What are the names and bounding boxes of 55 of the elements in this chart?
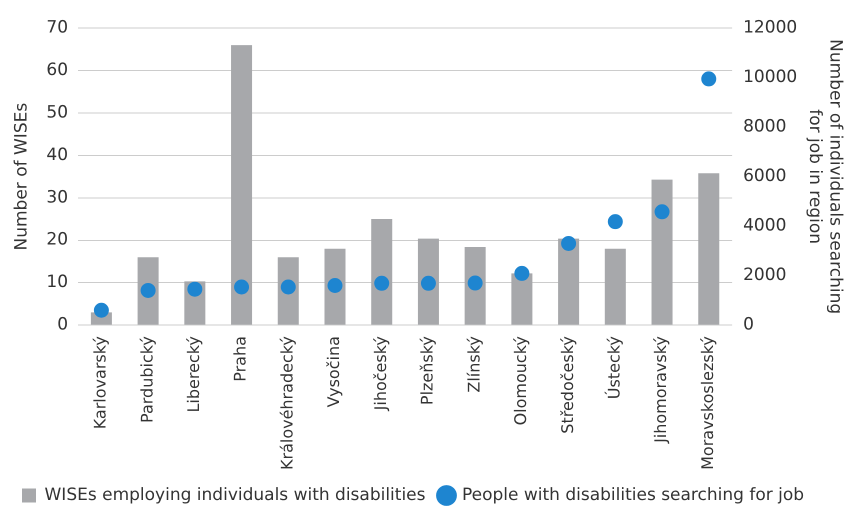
x-tick-label: Středočeský: [558, 336, 577, 434]
y2-tick-label: 8000: [743, 116, 786, 137]
x-tick-label: Ústecký: [604, 336, 624, 400]
x-tick-label: Zlínský: [464, 336, 484, 393]
x-tick-label: Pardubický: [137, 336, 156, 423]
y-tick-label: 10: [46, 272, 68, 292]
x-tick-label: Královéhradecký: [277, 336, 296, 470]
y2-tick-label: 12000: [743, 18, 798, 38]
x-tick-label: Vysočina: [324, 336, 344, 408]
y-tick-label: 20: [46, 230, 68, 250]
y2-axis-title: Number of individuals searching for job in region: [804, 39, 846, 314]
y-tick-label: 60: [46, 60, 68, 80]
y-tick-label: 30: [46, 187, 68, 208]
bar: [698, 173, 720, 325]
y-tick-label: 70: [46, 18, 68, 38]
y-tick-label: 50: [46, 102, 68, 122]
point: [327, 278, 342, 294]
y2-tick-label: 6000: [743, 166, 786, 186]
x-tick-label: Karlovarský: [90, 336, 110, 430]
y2-tick-label: 2000: [743, 265, 786, 286]
y2-tick-label: 0: [743, 314, 754, 335]
x-tick-label: Moravskoslezský: [698, 336, 717, 470]
legend-label: People with disabilities searching for job: [462, 484, 804, 505]
point: [187, 282, 202, 297]
bar: [652, 180, 673, 325]
point: [468, 276, 483, 291]
point: [701, 71, 716, 86]
bar: [231, 45, 252, 325]
point: [654, 204, 670, 220]
point: [561, 236, 576, 251]
x-tick-label: Olomoucký: [511, 336, 530, 426]
x-tick-label: Plzeňský: [418, 336, 437, 406]
x-tick-label: Praha: [230, 336, 250, 382]
y2-tick-label: 4000: [743, 216, 786, 236]
bar: [604, 248, 626, 325]
point: [608, 214, 623, 230]
point: [140, 282, 156, 298]
y-tick-label: 40: [46, 144, 68, 165]
point: [374, 276, 390, 291]
bar: [511, 273, 532, 325]
x-tick-label: Jihočeský: [370, 336, 390, 412]
point: [94, 302, 109, 318]
point: [280, 279, 296, 294]
point: [234, 279, 250, 294]
y2-tick-label: 10000: [743, 67, 798, 88]
point: [514, 266, 530, 281]
legend-label: WISEs employing individuals with disabilities: [44, 484, 426, 505]
point: [420, 276, 436, 291]
x-tick-label: Jihomoravský: [651, 336, 670, 444]
y-tick-label: 0: [57, 314, 68, 335]
x-tick-label: Liberecký: [184, 336, 203, 412]
y-axis-title: Number of WISEs: [12, 102, 32, 250]
bar: [418, 238, 439, 325]
bar: [558, 238, 580, 325]
bar: [371, 219, 392, 325]
